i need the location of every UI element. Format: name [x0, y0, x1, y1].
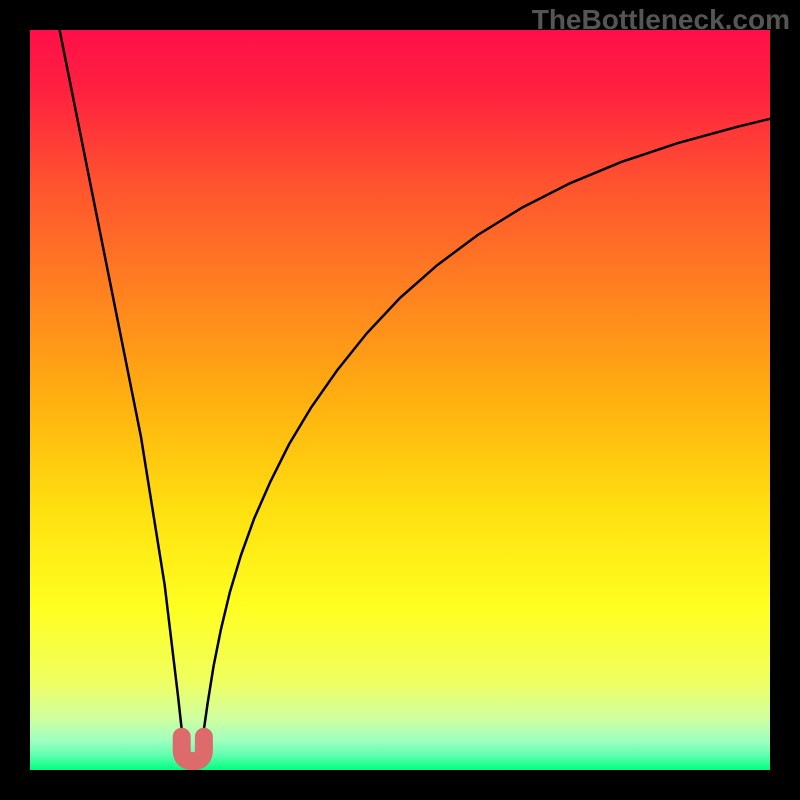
border-right: [770, 0, 800, 800]
plot-background: [30, 30, 770, 770]
border-bottom: [0, 770, 800, 800]
bottleneck-chart: [0, 0, 800, 800]
watermark-text: TheBottleneck.com: [532, 4, 790, 36]
border-left: [0, 0, 30, 800]
chart-root: TheBottleneck.com: [0, 0, 800, 800]
